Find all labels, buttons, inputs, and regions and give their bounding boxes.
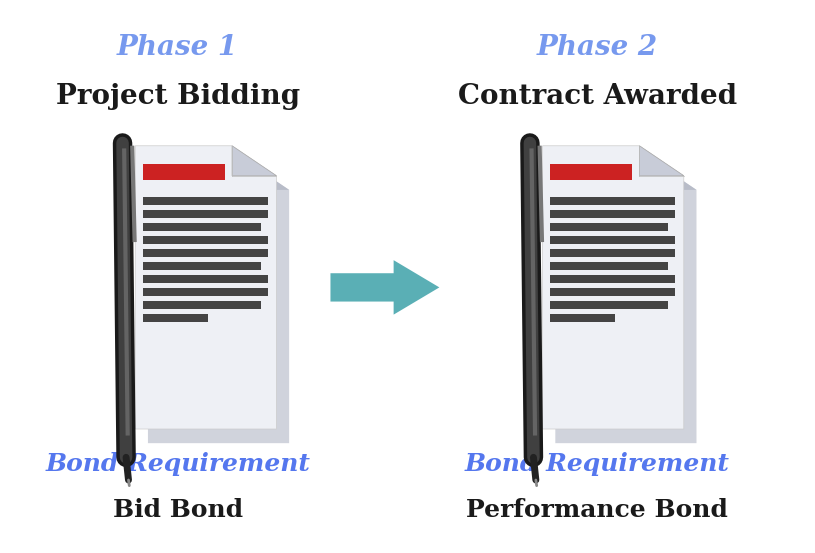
Text: Bond Requirement: Bond Requirement: [45, 452, 310, 477]
FancyBboxPatch shape: [143, 301, 261, 309]
Polygon shape: [652, 160, 697, 190]
FancyBboxPatch shape: [550, 301, 668, 309]
FancyBboxPatch shape: [143, 197, 268, 205]
FancyBboxPatch shape: [550, 275, 676, 283]
Polygon shape: [330, 260, 439, 315]
Text: Phase 2: Phase 2: [536, 34, 658, 61]
FancyBboxPatch shape: [550, 314, 615, 322]
FancyBboxPatch shape: [550, 223, 668, 231]
Polygon shape: [640, 146, 684, 176]
Polygon shape: [148, 160, 289, 443]
FancyBboxPatch shape: [550, 262, 668, 270]
FancyBboxPatch shape: [550, 164, 632, 180]
FancyBboxPatch shape: [143, 249, 268, 257]
FancyBboxPatch shape: [143, 288, 268, 296]
Polygon shape: [135, 146, 276, 429]
Text: Phase 1: Phase 1: [117, 34, 238, 61]
Polygon shape: [244, 160, 289, 190]
FancyBboxPatch shape: [143, 236, 268, 244]
Polygon shape: [555, 160, 697, 443]
Text: Project Bidding: Project Bidding: [55, 84, 300, 110]
Polygon shape: [543, 146, 684, 429]
FancyBboxPatch shape: [143, 223, 261, 231]
FancyBboxPatch shape: [143, 262, 261, 270]
FancyBboxPatch shape: [143, 314, 208, 322]
Polygon shape: [232, 146, 276, 176]
FancyBboxPatch shape: [550, 236, 676, 244]
FancyBboxPatch shape: [143, 164, 225, 180]
Text: Bond Requirement: Bond Requirement: [465, 452, 729, 477]
FancyBboxPatch shape: [550, 288, 676, 296]
Text: Performance Bond: Performance Bond: [466, 498, 728, 521]
FancyBboxPatch shape: [550, 197, 676, 205]
FancyBboxPatch shape: [550, 210, 676, 218]
Text: Bid Bond: Bid Bond: [112, 498, 243, 521]
FancyBboxPatch shape: [143, 210, 268, 218]
Text: Contract Awarded: Contract Awarded: [457, 84, 737, 110]
FancyBboxPatch shape: [143, 275, 268, 283]
FancyBboxPatch shape: [550, 249, 676, 257]
